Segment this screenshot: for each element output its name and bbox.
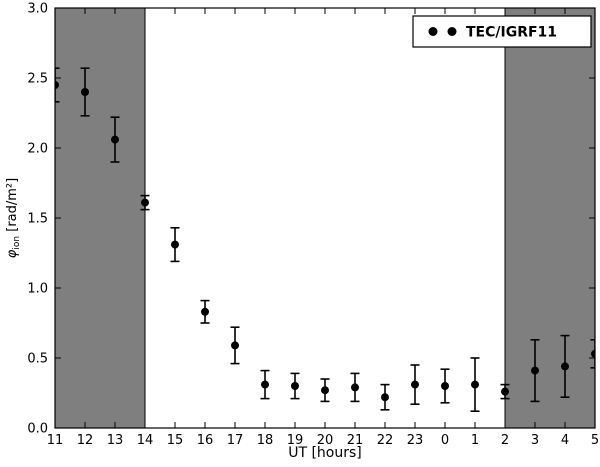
- data-point: [321, 386, 329, 395]
- shaded-region: [55, 8, 145, 428]
- x-tick-label: 1: [471, 433, 479, 448]
- shaded-region: [505, 8, 595, 428]
- x-tick-label: 3: [531, 433, 539, 448]
- y-tick-label: 1.0: [27, 282, 48, 297]
- data-point: [171, 240, 179, 249]
- x-tick-label: 18: [257, 433, 274, 448]
- data-point: [471, 380, 479, 389]
- data-point: [55, 81, 59, 89]
- data-point: [291, 382, 299, 390]
- data-point: [201, 307, 209, 316]
- data-point: [351, 383, 359, 392]
- x-tick-label: 23: [407, 433, 424, 448]
- x-axis-label: UT [hours]: [288, 445, 362, 461]
- y-tick-label: 1.5: [27, 212, 48, 227]
- plot-frame: [54, 7, 596, 429]
- data-point: [561, 362, 569, 371]
- x-tick-label: 22: [377, 433, 394, 448]
- data-point: [231, 341, 239, 350]
- data-point: [441, 382, 449, 390]
- x-tick-label: 12: [77, 433, 94, 448]
- data-point: [531, 366, 539, 375]
- x-tick-label: 2: [501, 433, 509, 448]
- x-tick-label: 15: [167, 433, 184, 448]
- x-tick-label: 5: [591, 433, 599, 448]
- x-tick-label: 20: [317, 433, 334, 448]
- x-tick-label: 21: [347, 433, 364, 448]
- data-series: [55, 67, 595, 413]
- x-tick-label: 11: [47, 433, 64, 448]
- data-point: [501, 387, 509, 396]
- y-tick-label: 0.0: [27, 422, 48, 437]
- y-tick-label: 3.0: [27, 2, 48, 17]
- x-tick-label: 4: [561, 433, 569, 448]
- x-tick-label: 13: [107, 433, 124, 448]
- data-point: [591, 349, 595, 358]
- y-tick-label: 0.5: [27, 352, 48, 367]
- data-point: [81, 88, 89, 96]
- legend-label: TEC/IGRF11: [466, 25, 557, 41]
- legend-box: [412, 15, 592, 48]
- legend-marker: [447, 27, 457, 36]
- x-axis: 11 12 13 14 15 16 17 18 19 20 21 22 23 0 1 2 3 4 5: [47, 8, 599, 448]
- data-point: [261, 380, 269, 389]
- x-tick-label: 14: [137, 433, 154, 448]
- y-tick-label: 2.5: [27, 72, 48, 87]
- data-point: [141, 198, 149, 207]
- data-point: [381, 393, 389, 402]
- x-tick-label: 19: [287, 433, 304, 448]
- legend: TEC/IGRF11: [412, 15, 592, 48]
- x-tick-label: 16: [197, 433, 214, 448]
- y-axis: 0.0 0.5 1.0 1.5 2.0 2.5 3.0: [27, 2, 595, 437]
- y-tick-label: 2.0: [27, 142, 48, 157]
- y-axis-label: φion [rad/m²]: [5, 178, 22, 258]
- x-tick-label: 0: [441, 433, 449, 448]
- data-point: [111, 135, 119, 144]
- x-tick-label: 17: [227, 433, 244, 448]
- data-point: [411, 380, 419, 389]
- legend-marker: [428, 27, 438, 36]
